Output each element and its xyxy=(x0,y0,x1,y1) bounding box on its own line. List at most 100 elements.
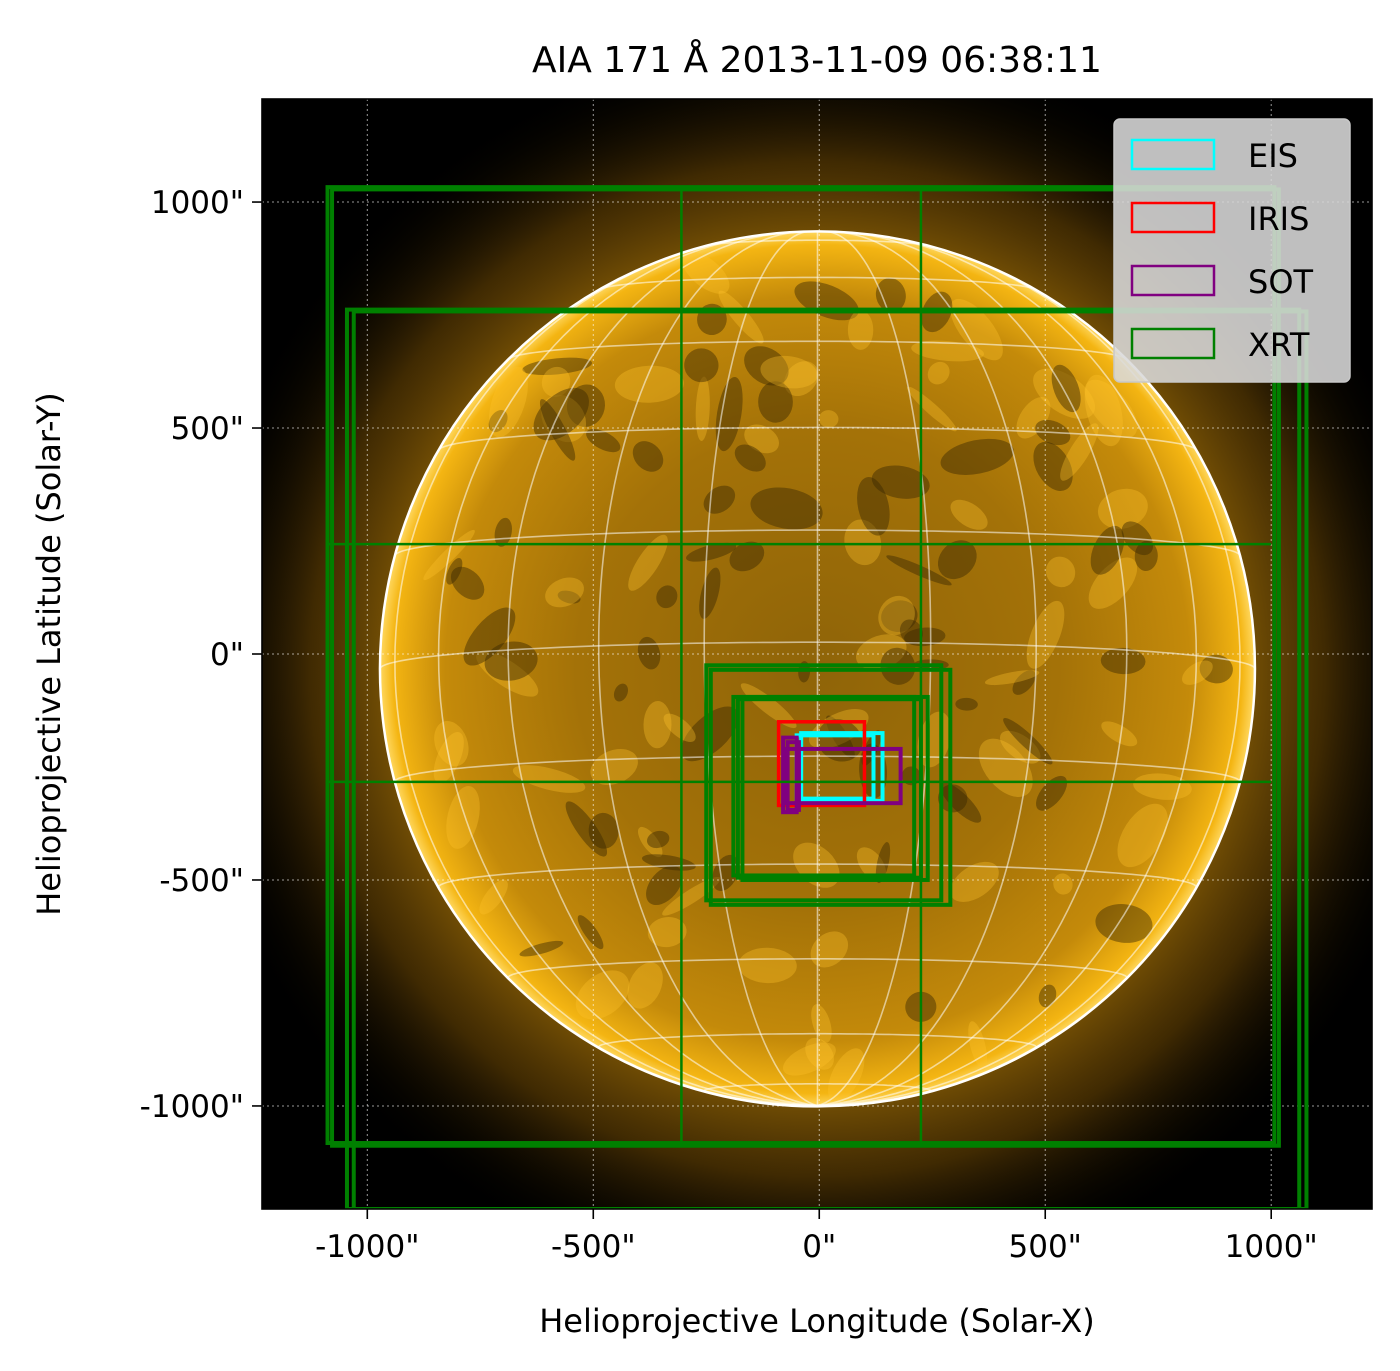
solar-surface-texture xyxy=(423,251,1233,1103)
surface-feature xyxy=(628,534,668,591)
xrt-fov-box xyxy=(708,667,953,907)
surface-feature xyxy=(758,381,793,423)
xrt-fov-box xyxy=(704,663,944,903)
y-axis-label: Helioprojective Latitude (Solar-Y) xyxy=(30,392,68,916)
surface-feature xyxy=(875,277,906,313)
y-tick-label: 1000" xyxy=(151,185,244,221)
meridian-line xyxy=(597,231,818,1107)
surface-feature xyxy=(899,619,923,645)
meridian-line xyxy=(817,231,1038,1107)
surface-feature xyxy=(1084,379,1138,438)
y-axis-ticks: 1000" 500" 0" -500" -1000" xyxy=(140,185,262,1125)
surface-feature xyxy=(1181,660,1213,685)
parallel-line xyxy=(600,276,1035,290)
xrt-fov-box xyxy=(351,309,1309,1209)
parallel-line xyxy=(707,239,928,247)
surface-feature xyxy=(750,487,823,530)
legend-label-iris: IRIS xyxy=(1248,200,1309,238)
surface-feature xyxy=(519,940,564,957)
surface-feature xyxy=(646,865,683,906)
surface-feature xyxy=(805,1037,834,1070)
surface-feature xyxy=(927,361,950,385)
surface-feature xyxy=(911,340,984,362)
surface-feature xyxy=(937,540,977,580)
surface-feature xyxy=(656,585,678,609)
surface-feature xyxy=(434,721,469,767)
surface-feature xyxy=(479,879,508,915)
surface-feature xyxy=(1097,488,1148,529)
sot-fov-box xyxy=(785,740,801,812)
surface-feature xyxy=(565,801,608,857)
eis-fov-box xyxy=(799,731,885,803)
sot-fov-box xyxy=(781,735,799,815)
legend-frame xyxy=(1113,118,1351,383)
surface-feature xyxy=(847,310,874,350)
surface-feature xyxy=(541,366,571,398)
surface-feature xyxy=(984,670,1040,686)
y-tick-label: 0" xyxy=(210,637,244,673)
surface-feature xyxy=(577,915,604,950)
surface-feature xyxy=(817,719,863,762)
surface-feature xyxy=(744,424,780,454)
surface-feature xyxy=(476,651,539,697)
meridian-line xyxy=(394,242,818,1107)
surface-feature xyxy=(740,683,797,729)
surface-feature xyxy=(575,970,630,1020)
legend-label-xrt: XRT xyxy=(1248,326,1310,364)
surface-feature xyxy=(871,465,930,499)
xrt-fov-box xyxy=(325,185,1277,1146)
surface-feature xyxy=(1003,717,1053,765)
surface-feature xyxy=(1095,904,1153,943)
x-axis-ticks: -1000" -500" 0" 500" 1000" xyxy=(315,1209,1318,1265)
legend-label-sot: SOT xyxy=(1248,263,1314,301)
surface-feature xyxy=(940,438,1014,475)
legend-label-eis: EIS xyxy=(1248,137,1298,175)
surface-feature xyxy=(1045,556,1076,588)
legend-swatch-sot xyxy=(1130,264,1216,297)
surface-feature xyxy=(1012,670,1036,695)
surface-feature xyxy=(950,499,988,530)
surface-feature xyxy=(557,590,581,604)
sot-fov-box xyxy=(783,746,903,806)
surface-feature xyxy=(1033,368,1096,419)
surface-feature xyxy=(539,399,576,461)
meridian-line xyxy=(817,242,1241,1107)
x-tick-label: -500" xyxy=(551,1229,636,1265)
surface-feature xyxy=(760,355,818,389)
surface-feature xyxy=(809,709,869,749)
surface-feature xyxy=(881,600,918,633)
surface-feature xyxy=(950,861,999,902)
surface-feature xyxy=(613,683,628,702)
parallel-line xyxy=(507,958,1128,979)
surface-feature xyxy=(686,542,737,562)
x-tick-label: 500" xyxy=(1009,1229,1082,1265)
meridian-line xyxy=(817,230,932,1107)
surface-feature xyxy=(1088,557,1138,609)
surface-feature xyxy=(566,384,605,427)
surface-feature xyxy=(1051,364,1081,413)
surface-feature xyxy=(463,607,516,666)
surface-feature xyxy=(1053,873,1073,895)
surface-feature xyxy=(1117,803,1168,868)
surface-feature xyxy=(875,842,891,884)
legend-swatch-iris xyxy=(1130,201,1216,234)
surface-feature xyxy=(886,555,952,586)
surface-feature xyxy=(533,387,589,441)
x-tick-label: 1000" xyxy=(1225,1229,1318,1265)
surface-feature xyxy=(734,444,766,472)
surface-feature xyxy=(1033,441,1073,491)
parallel-line xyxy=(597,1032,1038,1048)
chart-title: AIA 171 Å 2013-11-09 06:38:11 xyxy=(532,38,1102,81)
parallel-line xyxy=(703,1083,932,1092)
surface-feature xyxy=(1016,396,1051,439)
surface-feature xyxy=(646,830,670,849)
surface-feature xyxy=(663,713,696,742)
surface-feature xyxy=(586,428,621,453)
surface-feature xyxy=(1134,540,1158,571)
meridian-line xyxy=(703,230,818,1107)
surface-feature xyxy=(1038,984,1057,1008)
surface-feature xyxy=(541,394,587,443)
parallel-line xyxy=(439,426,1196,450)
surface-feature xyxy=(718,290,764,344)
